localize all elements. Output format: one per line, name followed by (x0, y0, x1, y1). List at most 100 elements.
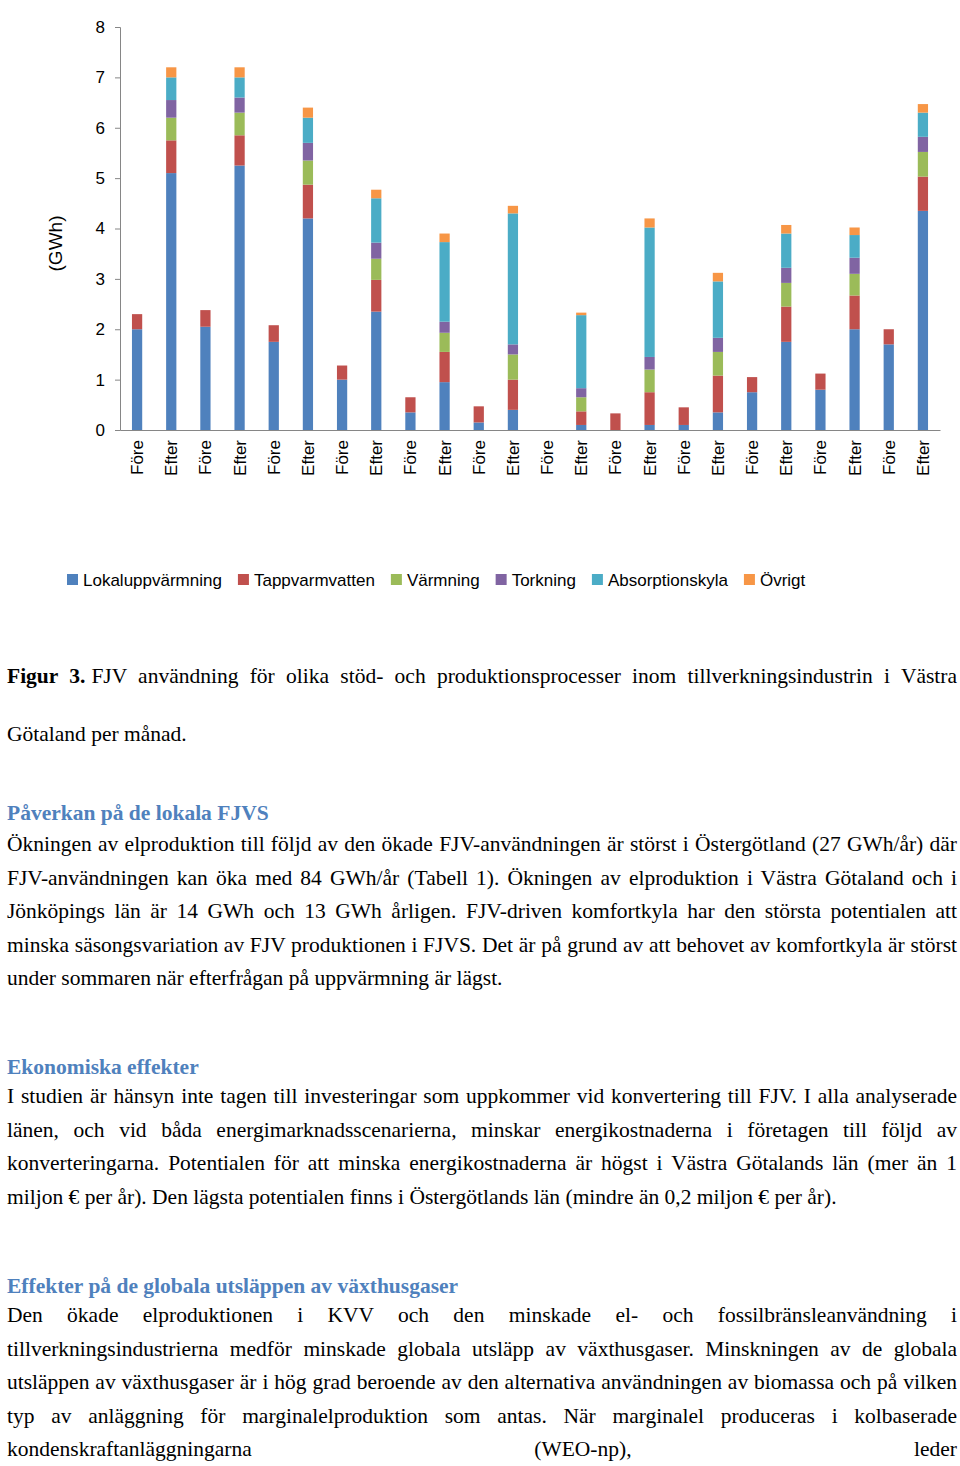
bar-segment (439, 352, 449, 382)
series (166, 98, 928, 398)
tick-label: Före (811, 440, 830, 475)
bar-segment (781, 283, 791, 307)
tick-label: Före (880, 440, 899, 475)
tick-label: 2 (96, 320, 105, 339)
bar-segment (644, 218, 654, 227)
bar-segment (610, 413, 620, 414)
tick-label: 1 (96, 371, 105, 390)
bar-segment (234, 98, 244, 113)
tick: Efter (777, 430, 796, 476)
caption-label: Figur 3. (7, 664, 85, 688)
bar-segment (405, 412, 415, 430)
paragraph: Ökningen av elproduktion till följd av d… (7, 828, 957, 996)
bar-segment (918, 211, 928, 430)
tick-label: Före (470, 440, 489, 475)
bar-segment (234, 166, 244, 430)
bar-segment (303, 160, 313, 184)
bar-segment (679, 407, 689, 408)
bar-segment (303, 108, 313, 118)
legend-swatch (744, 574, 755, 585)
tick-label: Före (128, 440, 147, 475)
bar-segment (542, 430, 552, 431)
bar-segment (439, 322, 449, 333)
bar-segment (474, 406, 484, 407)
caption-text: FJV användning för olika stöd- och produ… (7, 664, 957, 746)
tick-label: 6 (96, 119, 105, 138)
bar-segment (269, 325, 279, 326)
bar-segment (918, 137, 928, 152)
tick-label: Före (196, 440, 215, 475)
bar-segment (269, 325, 279, 342)
bar-segment (849, 295, 859, 329)
bar-segment (371, 312, 381, 430)
bar-segment (679, 407, 689, 408)
bar-segment (474, 406, 484, 422)
tick-label: Efter (914, 440, 933, 476)
bar-segment (747, 377, 757, 378)
bar-segment (781, 268, 791, 283)
tick-mark (115, 128, 120, 129)
legend-swatch (592, 574, 603, 585)
bar-segment (713, 338, 723, 352)
tick-label: 5 (96, 169, 105, 188)
tick-mark (115, 229, 120, 230)
bar-segment (918, 152, 928, 177)
tick-label: Före (333, 440, 352, 475)
tick-label: Efter (641, 440, 660, 476)
bar-segment (679, 425, 689, 430)
bar-segment (269, 325, 279, 326)
bar-segment (234, 67, 244, 77)
tick: Före (606, 430, 625, 475)
bar-segment (644, 370, 654, 393)
tick: Efter (641, 430, 660, 476)
bar-segment (713, 352, 723, 376)
tick-label: Före (606, 440, 625, 475)
bar-segment (474, 406, 484, 407)
bar-segment (200, 310, 210, 311)
bar-segment (508, 206, 518, 214)
tick-label: Efter (709, 440, 728, 476)
bar-segment (474, 406, 484, 407)
axis-line (115, 28, 121, 431)
bar-segment (849, 329, 859, 430)
tick: Före (880, 430, 899, 475)
bar-segment (542, 430, 552, 431)
bar-segment (747, 377, 757, 378)
legend-label: Övrigt (760, 571, 806, 590)
tick-label: Före (401, 440, 420, 475)
legend-item: Torkning (496, 571, 576, 590)
y-axis: 012345678 (96, 18, 121, 440)
bar-segment (439, 382, 449, 430)
bar-segment (371, 198, 381, 242)
tick: Efter (914, 430, 933, 476)
tick-label: Efter (777, 440, 796, 476)
bar-segment (713, 376, 723, 413)
legend-label: Tappvarmvatten (254, 571, 375, 590)
bar-segment (132, 314, 142, 329)
tick-label: 3 (96, 270, 105, 289)
bar-segment (200, 327, 210, 430)
bar-segment (884, 329, 894, 330)
caption: Figur 3.FJV användning för olika stöd- o… (7, 647, 957, 763)
tick-label: Före (675, 440, 694, 475)
bar-segment (781, 342, 791, 430)
bar-segment (508, 213, 518, 344)
bar-segment (269, 342, 279, 430)
bar-segment (884, 329, 894, 330)
tick: 8 (96, 18, 120, 37)
tick: 5 (96, 169, 120, 188)
paragraph: Den ökade elproduktionen i KVV och den m… (7, 1299, 957, 1466)
bar-segment (234, 77, 244, 97)
bar-segment (644, 425, 654, 430)
bar-segment (849, 258, 859, 274)
bar-segment (200, 310, 210, 327)
tick-label: Efter (231, 440, 250, 476)
legend-item: Lokaluppvärmning (67, 571, 222, 590)
bar-segment (132, 314, 142, 315)
bar-segment (337, 365, 347, 366)
bar-segment (781, 234, 791, 268)
bar-segment (849, 227, 859, 235)
bar-segment (679, 407, 689, 425)
bar-segment (234, 135, 244, 165)
legend-swatch (67, 574, 78, 585)
